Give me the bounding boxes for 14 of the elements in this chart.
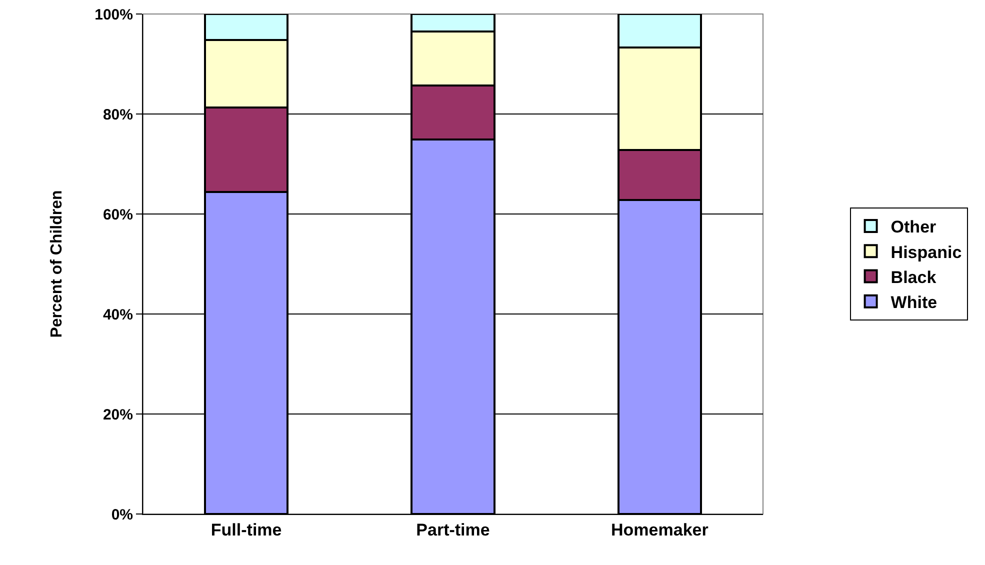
y-tick-label: 100% [94, 6, 133, 24]
x-tick-label: Full-time [210, 520, 282, 540]
y-tick-label: 20% [102, 406, 133, 424]
y-tick-label: 60% [102, 206, 133, 224]
legend-label: Hispanic [890, 242, 962, 262]
legend-label: Other [890, 218, 937, 237]
legend-label: Black [890, 268, 937, 287]
y-tick-label: 0% [111, 506, 133, 524]
legend-label: White [890, 292, 938, 312]
y-tick-label: 80% [102, 106, 133, 124]
y-tick-label: 40% [102, 306, 133, 324]
y-axis-title: Percent of Children [48, 190, 66, 338]
x-tick-label: Homemaker [611, 520, 709, 540]
x-tick-label: Part-time [416, 520, 490, 540]
